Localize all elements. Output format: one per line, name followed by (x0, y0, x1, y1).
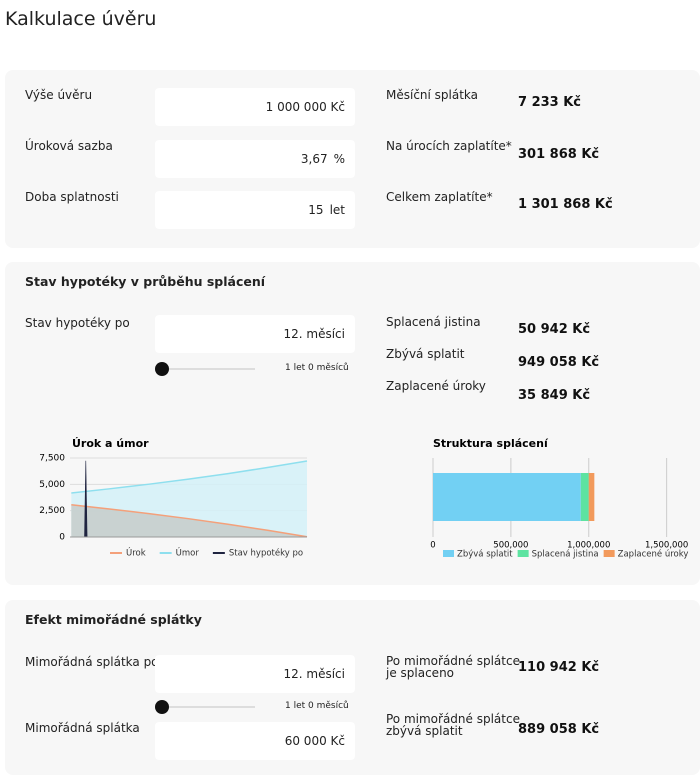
label-line: zbývá splatit (386, 724, 463, 738)
input-unit: % (333, 152, 345, 166)
page-title: Kalkulace úvěru (5, 8, 157, 30)
result-label: Na úrocích zaplatíte* (386, 139, 512, 153)
slider-label: 1 let 0 měsíců (285, 701, 349, 711)
field-label: Mimořádná splátka po (25, 655, 159, 669)
result-label: Celkem zaplatíte* (386, 190, 493, 204)
input[interactable]: 60 000 Kč (155, 722, 355, 760)
input-value: 15 (308, 203, 324, 217)
result-value: 889 058 Kč (518, 722, 600, 737)
input[interactable]: 3,67% (155, 140, 355, 178)
input-value: 12. měsíci (283, 327, 346, 341)
input[interactable]: 1 000 000 Kč (155, 88, 355, 126)
result-label: Po mimořádné splátce je splaceno (386, 655, 520, 679)
input[interactable]: 12. měsíci (155, 315, 355, 353)
slider-track (162, 706, 255, 708)
result-label: Zbývá splatit (386, 347, 465, 361)
result-value: 1 301 868 Kč (518, 197, 613, 212)
field-label: Výše úvěru (25, 88, 93, 102)
slider-label: 1 let 0 měsíců (285, 363, 349, 373)
result-value: 35 849 Kč (518, 388, 591, 403)
result-value: 110 942 Kč (518, 660, 600, 675)
slider-knob[interactable] (155, 362, 169, 376)
result-value: 301 868 Kč (518, 147, 600, 162)
input-value: 3,67 (300, 152, 328, 166)
field-label: Doba splatnosti (25, 190, 119, 204)
slider-knob[interactable] (155, 700, 169, 714)
slider-track (162, 368, 255, 370)
input[interactable]: 15 let (155, 191, 355, 229)
input-value: 1 000 000 Kč (265, 100, 345, 114)
field-label: Mimořádná splátka (25, 721, 140, 735)
field-label: Stav hypotéky po (25, 316, 130, 330)
result-label: Zaplacené úroky (386, 379, 486, 393)
label-line: Po mimořádné splátce (386, 654, 520, 668)
card (5, 262, 700, 585)
result-label: Po mimořádné splátce zbývá splatit (386, 713, 520, 737)
result-value: 50 942 Kč (518, 322, 591, 337)
result-value: 949 058 Kč (518, 355, 600, 370)
result-value: 7 233 Kč (518, 95, 582, 110)
result-label: Měsíční splátka (386, 88, 479, 102)
label-line: Po mimořádné splátce (386, 712, 520, 726)
input[interactable]: 12. měsíci (155, 655, 355, 693)
section-title: Stav hypotéky v průběhu splácení (25, 274, 266, 289)
input-value: 60 000 Kč (284, 734, 345, 748)
input-value: 12. měsíci (283, 667, 346, 681)
section-title: Efekt mimořádné splátky (25, 612, 202, 627)
label-line: je splaceno (386, 666, 455, 680)
result-label: Splacená jistina (386, 315, 481, 329)
field-label: Úroková sazba (25, 139, 113, 153)
input-unit: let (329, 203, 345, 217)
